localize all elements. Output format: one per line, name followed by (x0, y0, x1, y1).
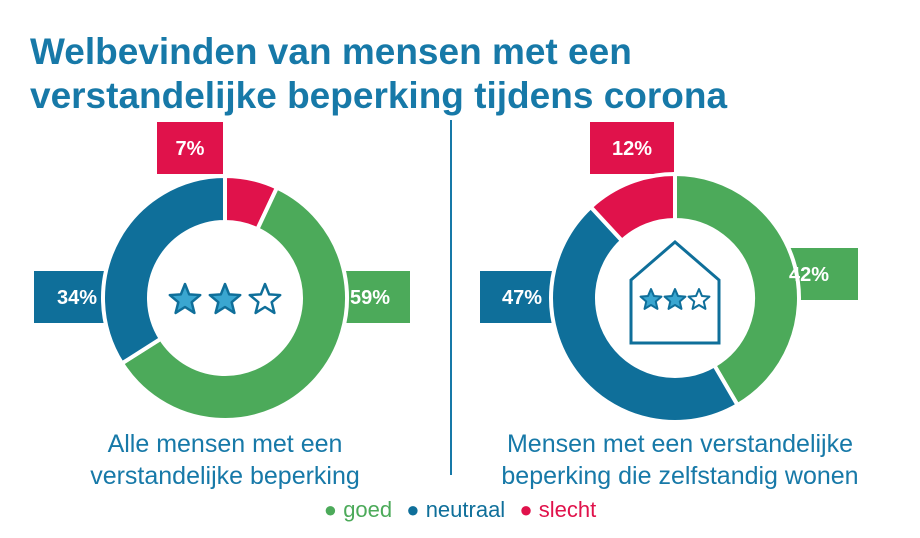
donut-slice-goed (119, 184, 349, 422)
title-line-1: Welbevinden van mensen met een (30, 31, 632, 72)
legend-dot-neutraal-icon: ● (406, 497, 420, 522)
donut-slice-slecht (587, 171, 677, 244)
star-icon (168, 282, 202, 315)
three-stars-icon (168, 282, 282, 315)
title-line-2: verstandelijke beperking tijdens corona (30, 75, 728, 116)
caption-right-line-2: beperking die zelfstandig wonen (501, 462, 859, 490)
legend-dot-goed-icon: ● (323, 497, 338, 522)
slice-label-goed: 59% (350, 287, 390, 309)
caption-left-line-1: Alle mensen met een (107, 430, 343, 458)
donut-chart-independent: 42% 47% 12% (480, 122, 858, 424)
caption-left: Alle mensen met een verstandelijke beper… (40, 428, 410, 492)
star-icon (663, 288, 687, 310)
donut-chart-all: 7% 59% 34% (34, 122, 410, 422)
star-icon (639, 288, 663, 310)
star-icon (687, 288, 711, 310)
caption-right: Mensen met een verstandelijke beperking … (470, 428, 890, 492)
slice-label-neutraal: 47% (502, 287, 542, 309)
legend-item-slecht: ● slecht (519, 496, 596, 524)
divider (450, 120, 452, 475)
page-title: Welbevinden van mensen met een verstande… (30, 30, 890, 118)
star-icon (208, 282, 242, 315)
donut-slice-neutraal (549, 204, 741, 424)
slice-label-neutraal: 34% (57, 287, 97, 309)
legend: ● goed ● neutraal ● slecht (0, 496, 920, 524)
legend-item-goed: ● goed (324, 496, 392, 524)
star-icon (248, 282, 282, 315)
slice-label-box-slecht (590, 122, 674, 174)
caption-right-line-1: Mensen met een verstandelijke (506, 430, 854, 458)
legend-dot-slecht-icon: ● (519, 497, 533, 522)
slice-label-box-slecht (157, 122, 223, 174)
slice-label-slecht: 12% (612, 138, 652, 160)
slice-label-slecht: 7% (176, 138, 205, 160)
legend-label-neutraal: neutraal (425, 497, 506, 522)
donut-slice-goed (673, 171, 801, 408)
legend-label-slecht: slecht (538, 497, 597, 522)
legend-label-goed: goed (343, 497, 393, 522)
legend-item-neutraal: ● neutraal (406, 496, 505, 524)
donut-slice-neutraal (101, 173, 227, 367)
slice-label-goed: 42% (789, 264, 829, 286)
house-with-stars-icon (629, 240, 721, 345)
caption-left-line-2: verstandelijke beperking (90, 462, 360, 490)
